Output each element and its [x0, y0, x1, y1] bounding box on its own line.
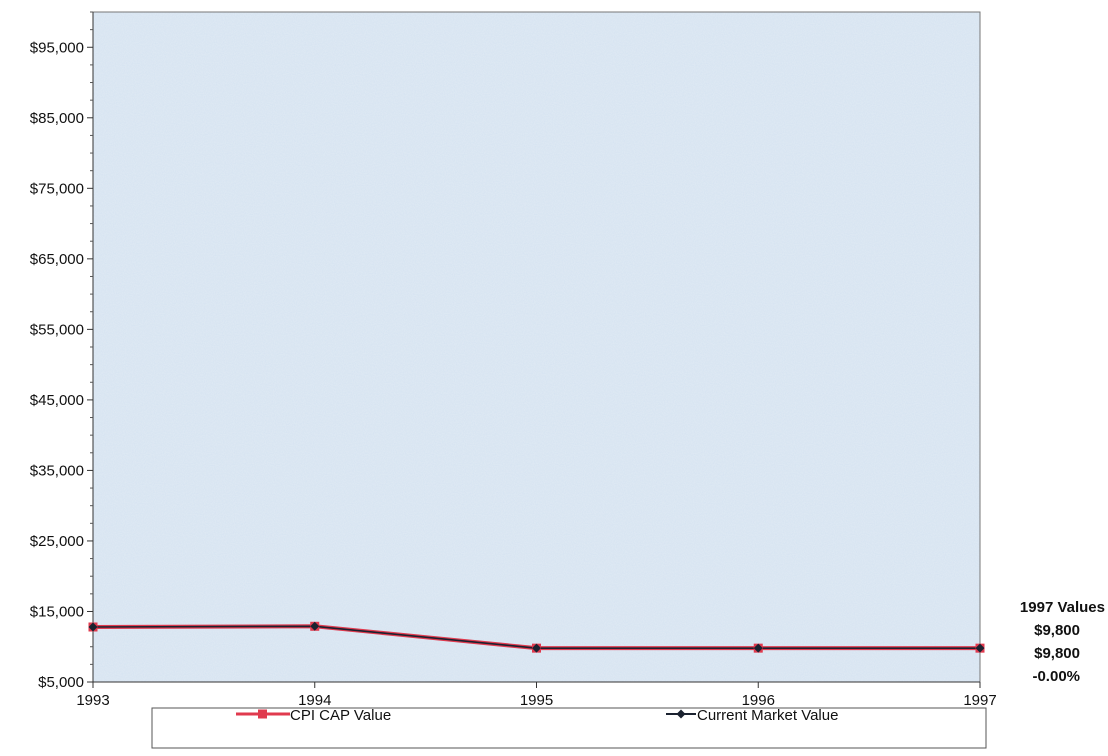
data-point-current-market-value	[753, 643, 763, 653]
y-tick-label: $65,000	[30, 251, 84, 268]
y-tick-label: $75,000	[30, 180, 84, 197]
y-tick-label: $5,000	[38, 674, 84, 691]
x-tick-label: 1997	[963, 692, 996, 709]
x-axis-ticks: 1993 1994 1995 1996 1997	[76, 682, 997, 709]
legend-swatch-marker	[676, 709, 686, 719]
plot-area-texture	[93, 12, 980, 682]
y-tick-label: $45,000	[30, 392, 84, 409]
legend-label: CPI CAP Value	[290, 707, 391, 724]
legend-item-current-market-value: Current Market Value	[666, 707, 838, 724]
legend: CPI CAP Value Current Market Value	[151, 707, 987, 749]
legend-box	[151, 707, 987, 749]
legend-swatch-marker	[258, 709, 267, 719]
legend-label: Current Market Value	[697, 707, 838, 724]
data-point-current-market-value	[532, 643, 541, 653]
annotation-1997-values: 1997 Values $9,800 $9,800 -0.00%	[1020, 599, 1105, 685]
x-tick-label: 1993	[76, 692, 109, 709]
annotation-cpi-cap-value: $9,800	[1034, 622, 1080, 639]
annotation-percent-change: -0.00%	[1032, 668, 1080, 685]
x-tick-label: 1995	[520, 692, 553, 709]
series-layer	[88, 621, 985, 653]
y-tick-label: $85,000	[30, 110, 84, 127]
y-tick-label: $35,000	[30, 462, 84, 479]
y-tick-label: $15,000	[30, 603, 84, 620]
y-tick-label: $25,000	[30, 533, 84, 550]
y-tick-label: $95,000	[30, 39, 84, 56]
annotation-title: 1997 Values	[1020, 599, 1105, 616]
data-point-current-market-value	[975, 643, 985, 653]
legend-item-cpi-cap-value: CPI CAP Value	[236, 707, 391, 724]
annotation-market-value: $9,800	[1034, 645, 1080, 662]
y-axis-ticks: $5,000 $15,000 $25,000 $35,000 $45,000 $55,00…	[30, 11, 93, 691]
x-tick-label: 1994	[298, 692, 331, 709]
data-point-current-market-value	[88, 622, 98, 632]
y-tick-label: $55,000	[30, 321, 84, 338]
data-point-current-market-value	[310, 621, 320, 631]
x-tick-label: 1996	[742, 692, 775, 709]
